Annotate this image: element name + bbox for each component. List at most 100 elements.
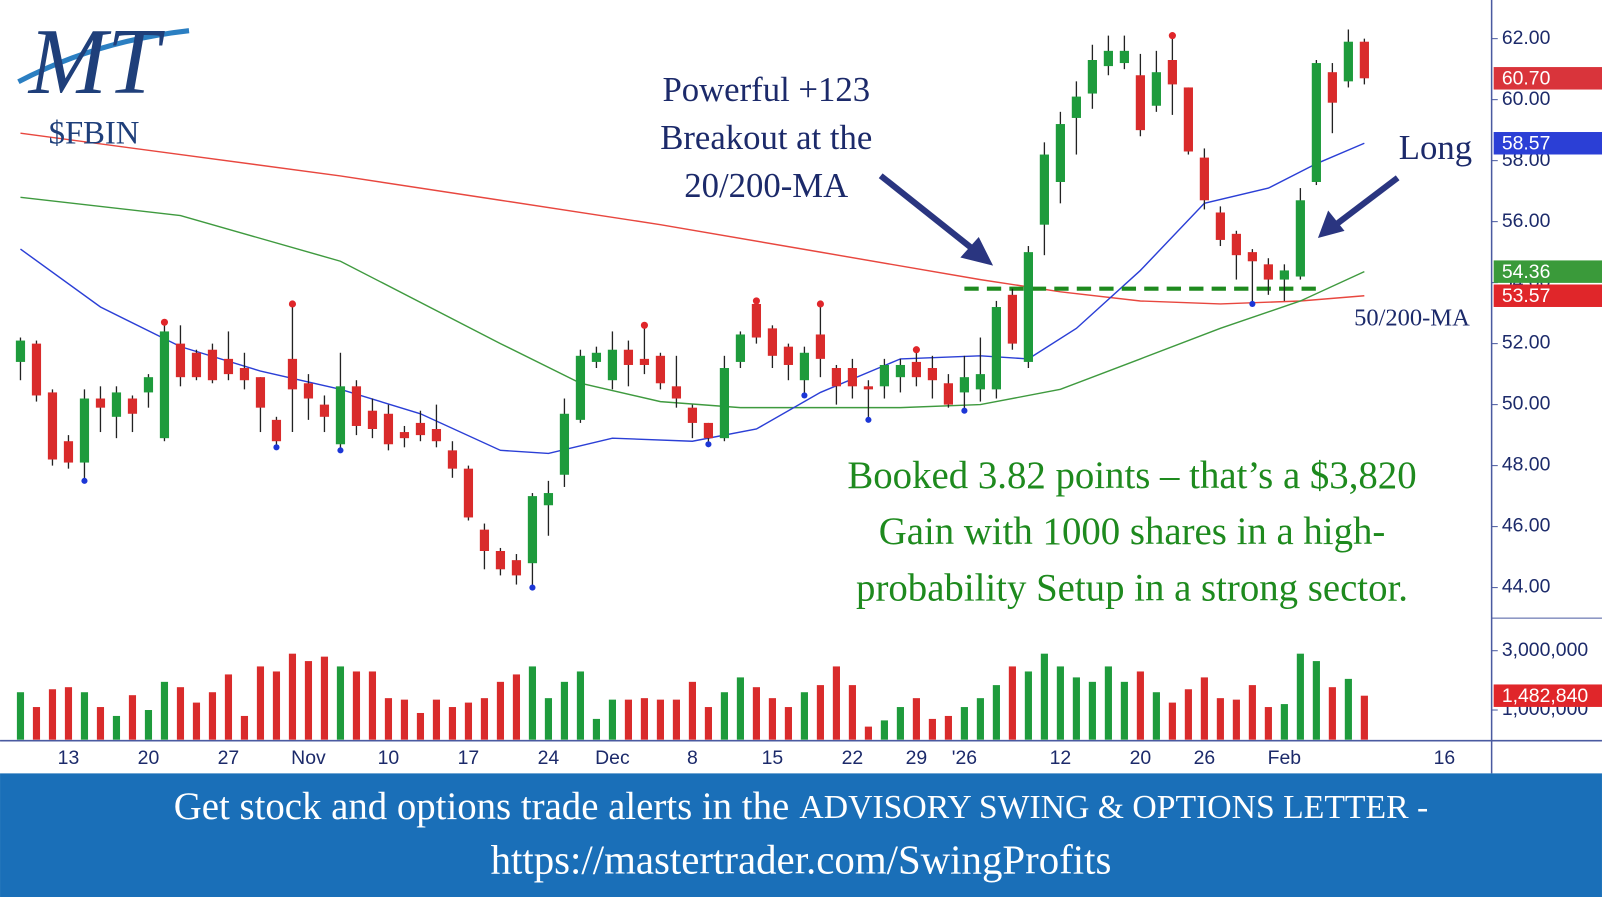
volume-bar [112,715,121,740]
y-tick-label: 56.00 [1502,210,1551,232]
x-tick-label: Feb [1268,747,1301,769]
volume-bar [816,685,824,740]
volume-bar [960,707,968,740]
pivot-low [337,447,344,454]
x-tick-label: Dec [595,747,630,769]
candle-body [591,352,602,362]
volume-bar [432,699,441,740]
volume-bar [1152,692,1160,740]
x-tick-label: 16 [1434,747,1456,769]
candle-body [655,355,666,384]
candle-body [79,398,90,463]
candle-body [463,468,474,518]
candle-body [703,422,714,439]
volume-bar [416,712,425,740]
volume-bar [240,715,249,740]
volume-bar [768,698,776,740]
last-value-box [1493,684,1602,707]
candle-body [1343,41,1353,82]
last-value-label: 58.57 [1502,132,1551,154]
volume-bar [576,671,585,740]
volume-bar [1008,666,1016,740]
volume-bar [448,707,457,740]
volume-bar [480,698,489,740]
annotation: Booked 3.82 points – that’s a $3,820 [847,454,1416,497]
volume-bar [880,720,888,740]
x-tick-label: 20 [1130,747,1152,769]
last-value-box [1493,284,1602,307]
pivot-low [705,441,712,448]
moving-averages [20,132,1365,455]
volume-bar [1296,653,1304,740]
volume-bar [1136,671,1144,740]
candle-body [751,303,762,338]
volume-bar [976,698,984,740]
volume-bar [256,666,265,740]
volume-bar [1104,666,1112,740]
candle-body [335,386,346,445]
volume-bar [336,666,345,740]
y-tick-label: 52.00 [1502,332,1551,354]
candle-body [543,493,554,506]
pivot-low [273,444,280,451]
volume-bar [464,702,473,740]
candle-body [799,352,810,381]
volume-bar [496,681,505,740]
footer-link[interactable]: https://mastertrader.com/SwingProfits [491,838,1112,883]
volume-bar [896,707,904,740]
candle-body [831,368,842,387]
x-tick-label: 29 [906,747,928,769]
annotation: Long [1399,128,1472,167]
last-value-box [1493,132,1602,155]
y-tick-label: 44.00 [1502,576,1551,598]
volume-bar [144,710,153,740]
x-tick-label: '26 [952,747,977,769]
y-tick-label: 50.00 [1502,393,1551,415]
last-value-label: 60.70 [1502,67,1551,89]
volume-bar [1328,687,1336,740]
volume-bar [672,699,680,740]
volume-bar [304,661,313,740]
volume-bar [1360,695,1368,740]
candle-body [239,368,250,381]
y-tick-label: 46.00 [1502,515,1551,537]
volume-bar [656,699,664,740]
candle-body [319,404,330,417]
footer-text: ADVISORY SWING & OPTIONS LETTER - [799,789,1428,826]
pivot-low [865,416,872,423]
candle-body [367,410,378,430]
plot: 44.0046.0048.0050.0052.0054.0056.0058.00… [15,27,1602,769]
volume-bar [912,698,920,740]
x-tick-label: 15 [762,747,784,769]
volume-bar [80,692,89,740]
candle-body [911,361,922,378]
volume-bar [640,698,648,740]
candle-body [1199,157,1209,201]
candle-body [127,398,138,414]
volume-bar [1088,681,1096,740]
volume-bar [688,681,696,740]
volume-bar [800,692,808,740]
moving-average [20,132,1365,305]
arrow-head [960,237,994,266]
candle-body [271,419,282,442]
volume-bar [544,698,553,740]
footer-text: Get stock and options trade alerts in th… [174,785,789,828]
volume-bar [288,653,297,740]
x-tick-label: 24 [538,747,560,769]
annotation: 20/200-MA [684,166,848,205]
volume-bar [224,674,233,740]
volume-bar [1200,677,1208,740]
annotation: Gain with 1000 shares in a high- [879,510,1386,553]
pivot-high [640,321,648,329]
candle-body [559,413,570,475]
pivot-high [1168,32,1176,40]
candle-body [47,392,58,460]
candle-body [383,413,394,445]
volume-bar [128,695,137,740]
volume-bar [1184,689,1192,740]
volume-bar [384,698,393,740]
candle-body [15,340,26,362]
volume-bar [528,666,537,740]
